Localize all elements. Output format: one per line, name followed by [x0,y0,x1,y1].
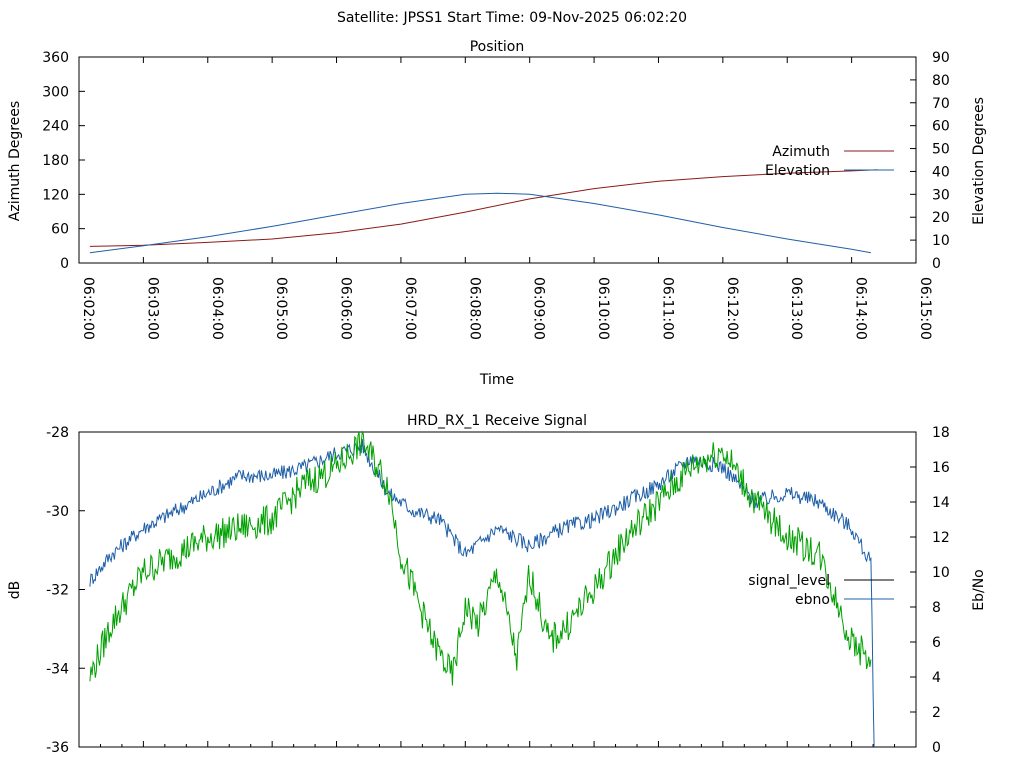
position-x-axis-label: Time [479,372,514,388]
x-tick-label: 06:08:00 [466,277,482,340]
series-line-elevation [89,192,871,254]
position-plot-frame [78,56,917,264]
x-tick-label: 06:10:00 [595,277,611,340]
position-y2-axis-label: Elevation Degrees [971,97,987,225]
y2-tick-label: 6 [932,635,941,651]
y-tick-label: 240 [42,119,69,135]
y2-tick-label: 14 [932,495,950,511]
receive-signal-chart: HRD_RX_1 Receive Signal -36-34-32-30-28 … [7,413,987,756]
y-tick-label: 60 [51,222,69,238]
series-line-azimuth [89,169,878,247]
y-tick-label: -36 [46,740,69,756]
y2-tick-label: 2 [932,705,941,721]
legend-label: signal_level [748,573,830,589]
x-tick-label: 06:04:00 [209,277,225,340]
y-tick-label: -28 [46,425,69,441]
receive-signal-y-axis-label: dB [7,581,23,600]
y2-tick-label: 60 [932,119,950,135]
y-tick-label: -30 [46,504,69,520]
legend-label: Elevation [765,163,830,179]
y-tick-label: 360 [42,50,69,66]
y2-tick-label: 20 [932,210,950,226]
x-tick-label: 06:02:00 [80,277,96,340]
position-y2-axis: 0 10 20 30 40 50 60 70 80 90 [910,50,950,272]
y2-tick-label: 4 [932,670,941,686]
y-tick-label: 180 [42,153,69,169]
y2-tick-label: 30 [932,187,950,203]
position-chart: Position 0 60 120 180 240 300 360 0 10 20 30 40 50 6… [7,39,987,388]
x-tick-label: 06:11:00 [659,277,675,340]
legend-label: Azimuth [772,144,830,160]
receive-signal-y2-axis-label: Eb/No [971,569,987,611]
y2-tick-label: 12 [932,530,950,546]
position-chart-title: Position [470,39,525,55]
position-legend: Azimuth Elevation [765,144,894,179]
y-tick-label: 120 [42,187,69,203]
y2-tick-label: 8 [932,600,941,616]
x-tick-label: 06:15:00 [917,277,933,340]
x-tick-label: 06:03:00 [144,277,160,340]
y2-tick-label: 80 [932,73,950,89]
y2-tick-label: 0 [932,256,941,272]
y2-tick-label: 0 [932,740,941,756]
x-tick-label: 06:13:00 [788,277,804,340]
y2-tick-label: 16 [932,460,950,476]
x-tick-label: 06:14:00 [853,277,869,340]
x-tick-label: 06:09:00 [531,277,547,340]
y2-tick-label: 40 [932,164,950,180]
y-tick-label: -32 [46,583,69,599]
y2-tick-label: 50 [932,142,950,158]
y2-tick-label: 70 [932,96,950,112]
x-tick-label: 06:05:00 [273,277,289,340]
y2-tick-label: 10 [932,233,950,249]
position-series [89,169,878,254]
y2-tick-label: 90 [932,50,950,66]
receive-signal-chart-title: HRD_RX_1 Receive Signal [407,413,587,429]
position-y-axis: 0 60 120 180 240 300 360 [42,50,85,272]
x-tick-label: 06:12:00 [724,277,740,340]
receive-signal-x-axis [78,741,917,747]
x-tick-label: 06:07:00 [402,277,418,340]
receive-signal-y2-axis: 0 2 4 6 8 10 12 14 16 18 [910,425,950,756]
series-line-signal-green [89,430,872,686]
x-tick-label: 06:06:00 [338,277,354,340]
series-line-ebno [89,438,875,748]
receive-signal-y-axis: -36 -34 -32 -30 -28 [46,425,85,756]
y-tick-label: -34 [46,661,69,677]
figure-header: Satellite: JPSS1 Start Time: 09-Nov-2025… [337,10,687,26]
receive-signal-plot-frame [78,431,917,748]
y2-tick-label: 18 [932,425,950,441]
y2-tick-label: 10 [932,565,950,581]
y-tick-label: 0 [60,256,69,272]
legend-label: ebno [795,592,830,608]
position-y-axis-label: Azimuth Degrees [7,101,23,221]
y-tick-label: 300 [42,84,69,100]
position-x-axis: 06:02:00 06:03:00 06:04:00 06:05:00 06:06:00… [78,57,933,340]
receive-signal-series [89,430,875,748]
